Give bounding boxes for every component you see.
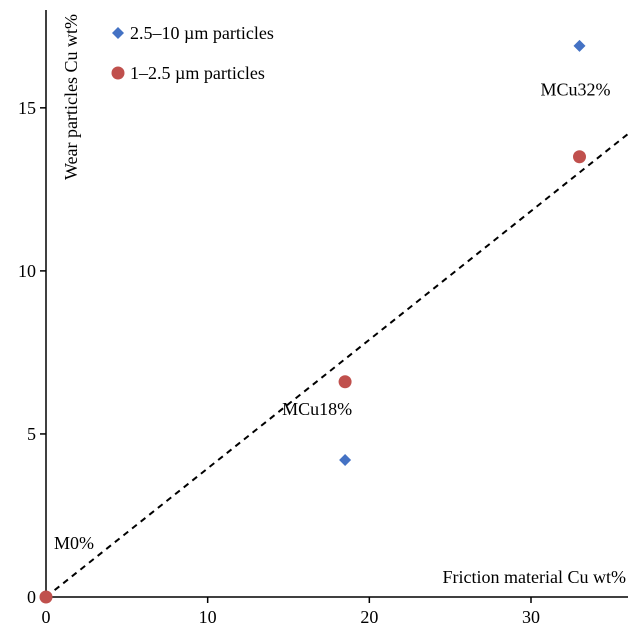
fine-particle-point	[573, 150, 586, 164]
x-tick-label: 10	[199, 607, 217, 627]
legend-label: 1–2.5 µm particles	[130, 63, 265, 83]
fine-particle-point	[338, 375, 352, 389]
point-annotations: M0% MCu18% MCu32%	[54, 79, 611, 553]
y-axis-title: Wear particles Cu wt%	[61, 14, 81, 180]
legend-circle-marker	[111, 66, 125, 80]
dashed-reference-line	[45, 133, 628, 598]
point-annotation: M0%	[54, 533, 94, 553]
y-tick-label: 10	[18, 261, 36, 281]
point-annotation: MCu18%	[282, 399, 352, 419]
coarse-particle-point	[339, 454, 352, 467]
y-tick-label: 5	[27, 424, 36, 444]
coarse-particle-point	[573, 39, 586, 52]
legend-label: 2.5–10 µm particles	[130, 23, 274, 43]
y-tick-label: 0	[27, 587, 36, 607]
x-axis-title: Friction material Cu wt%	[443, 567, 626, 587]
axis-ticks: 0 10 20 30 0 5 10 15	[18, 98, 540, 627]
legend: 2.5–10 µm particles 1–2.5 µm particles	[111, 23, 274, 83]
legend-diamond-marker	[112, 27, 124, 39]
x-tick-label: 20	[360, 607, 378, 627]
data-points	[39, 39, 586, 604]
x-tick-label: 30	[522, 607, 540, 627]
point-annotation: MCu32%	[540, 79, 610, 99]
x-tick-label: 0	[42, 607, 51, 627]
fine-particle-point	[39, 590, 53, 604]
y-tick-label: 15	[18, 98, 36, 118]
